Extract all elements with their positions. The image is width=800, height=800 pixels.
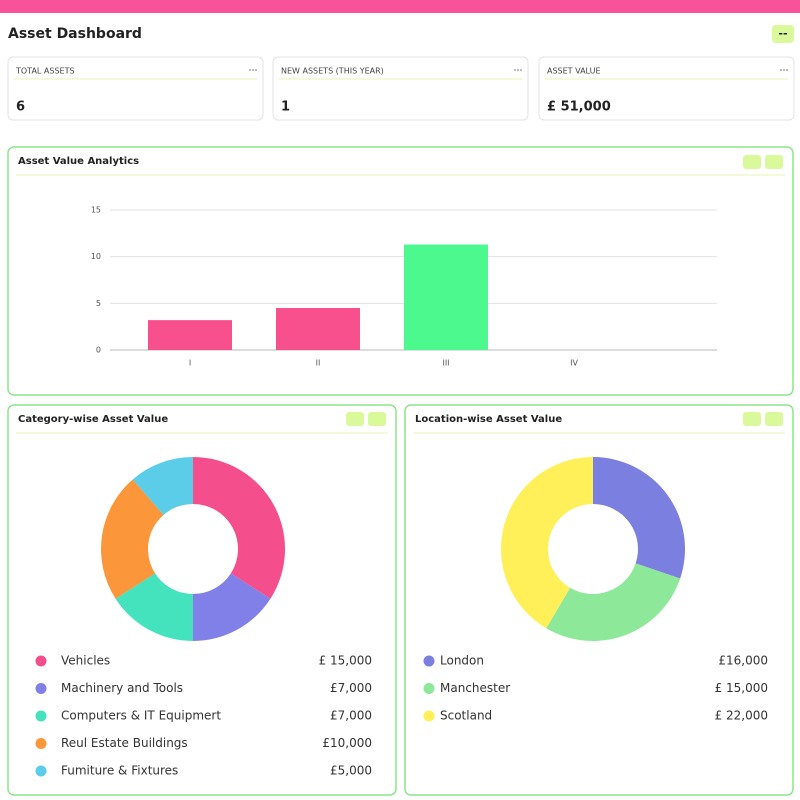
menu-button-label[interactable]: -- [778,27,787,40]
panel-title: Category-wise Asset Value [18,414,168,425]
legend-label: Scotland [440,709,492,723]
legend-dot [35,655,47,667]
x-tick-label: I [189,359,191,368]
legend-dot [423,655,435,667]
menu-button[interactable] [772,25,794,43]
legend-dot [423,710,435,722]
legend-value: £ 22,000 [715,709,768,723]
legend-dot [423,683,435,694]
legend-value: £10,000 [322,736,372,750]
legend-dot [35,683,47,694]
filter-button[interactable] [346,412,364,426]
export-button[interactable] [765,412,783,426]
kpi-card [538,56,795,121]
x-tick-label: III [442,359,449,368]
panel [7,146,794,396]
x-tick-label: II [316,359,321,368]
top-bar [0,0,800,13]
donut-slice [593,457,685,579]
legend-label: London [440,654,484,668]
donut-slice [546,563,681,641]
kpi-card [272,56,529,121]
legend-label: Machinery and Tools [61,681,183,695]
bar [404,244,488,350]
legend-value: £ 15,000 [319,654,372,668]
legend-label: Computers & IT Equipmert [61,709,221,723]
y-tick-label: 0 [96,346,101,355]
kpi-label: TOTAL ASSETS [15,67,75,76]
panel-title: Asset Value Analytics [18,156,139,167]
filter-button[interactable] [743,412,761,426]
donut-slice [100,479,164,599]
donut-slice [193,456,286,599]
more-icon[interactable] [249,69,788,71]
donut-slice [500,456,593,629]
legend-dot [35,738,47,749]
legend-value: £7,000 [330,681,372,695]
donut-slice [132,457,193,515]
y-tick-label: 15 [91,206,101,215]
kpi-label: ASSET VALUE [547,67,601,76]
donut-slice [193,573,271,641]
export-button[interactable] [368,412,386,426]
legend-value: £7,000 [330,709,372,723]
legend-label: Fumiture & Fixtures [61,764,178,778]
page-title: Asset Dashboard [8,26,142,42]
filter-button[interactable] [743,155,761,169]
legend-dot [35,765,47,777]
export-button[interactable] [765,155,783,169]
legend-value: £5,000 [330,764,372,778]
legend-value: £ 15,000 [715,681,768,695]
legend-label: Manchester [440,681,510,695]
kpi-value: 6 [16,100,25,115]
x-tick-label: IV [570,359,578,368]
legend-value: £16,000 [718,654,768,668]
bar [276,308,360,350]
legend-label: Reul Estate Buildings [61,736,188,750]
donut-slice [115,573,193,641]
legend-dot [35,710,47,722]
y-tick-label: 10 [91,252,101,261]
kpi-card [7,56,264,121]
panel-title: Location-wise Asset Value [415,414,562,425]
kpi-value: £ 51,000 [547,100,611,115]
kpi-value: 1 [281,100,290,115]
legend-label: Vehicles [61,654,110,668]
y-tick-label: 5 [96,299,101,308]
bar [148,320,232,350]
kpi-label: NEW ASSETS (THIS YEAR) [281,67,384,76]
